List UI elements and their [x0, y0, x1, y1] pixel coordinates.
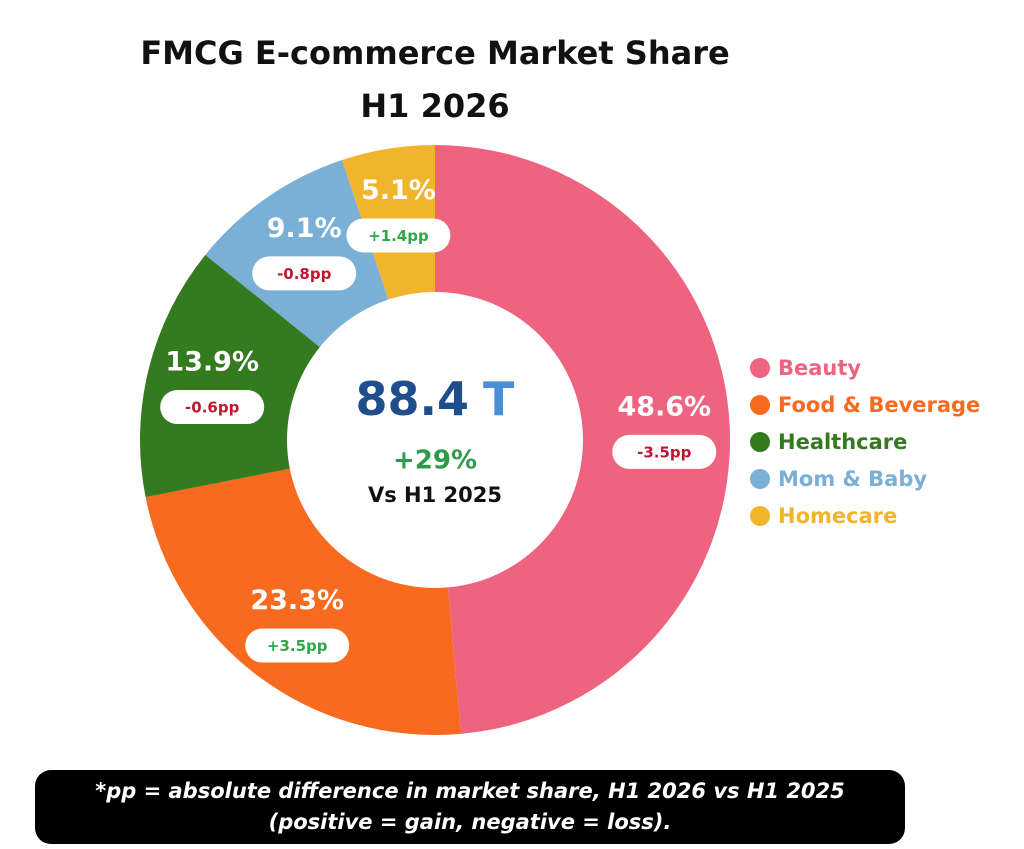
legend-label: Food & Beverage: [778, 393, 980, 417]
legend-label: Mom & Baby: [778, 467, 927, 491]
legend-marker: [750, 358, 770, 378]
footnote-box: [35, 770, 905, 844]
center-unit: T: [483, 372, 515, 426]
value-label: 13.9%: [165, 347, 259, 378]
value-label: 5.1%: [361, 175, 436, 206]
change-label: -3.5pp: [637, 443, 692, 461]
center-change: +29%: [393, 446, 477, 476]
legend-label: Beauty: [778, 356, 861, 380]
change-label: +1.4pp: [368, 227, 429, 245]
change-label: -0.6pp: [185, 399, 240, 417]
change-pill: [612, 434, 717, 469]
change-pill: [160, 390, 265, 425]
change-pill: [245, 628, 350, 663]
donut-hole: [287, 292, 583, 588]
change-label: +3.5pp: [267, 637, 328, 655]
center-value: 88.4: [356, 372, 470, 426]
legend-marker: [750, 506, 770, 526]
chart-subtitle: H1 2026: [360, 87, 509, 125]
center-total: 88.4 T: [356, 372, 516, 426]
legend-marker: [750, 469, 770, 489]
change-label: -0.8pp: [277, 265, 332, 283]
legend-label: Healthcare: [778, 430, 907, 454]
footnote: (positive = gain, negative = loss).: [269, 810, 672, 834]
change-pill: [346, 218, 451, 253]
value-label: 9.1%: [267, 213, 342, 244]
value-label: 48.6%: [617, 391, 711, 422]
legend-label: Homecare: [778, 504, 897, 528]
chart-title: FMCG E-commerce Market Share: [140, 34, 729, 72]
change-pill: [252, 256, 357, 291]
legend-marker: [750, 395, 770, 415]
center-comparison: Vs H1 2025: [368, 483, 502, 507]
legend-marker: [750, 432, 770, 452]
value-label: 23.3%: [250, 585, 344, 616]
footnote: *pp = absolute difference in market shar…: [95, 779, 845, 803]
